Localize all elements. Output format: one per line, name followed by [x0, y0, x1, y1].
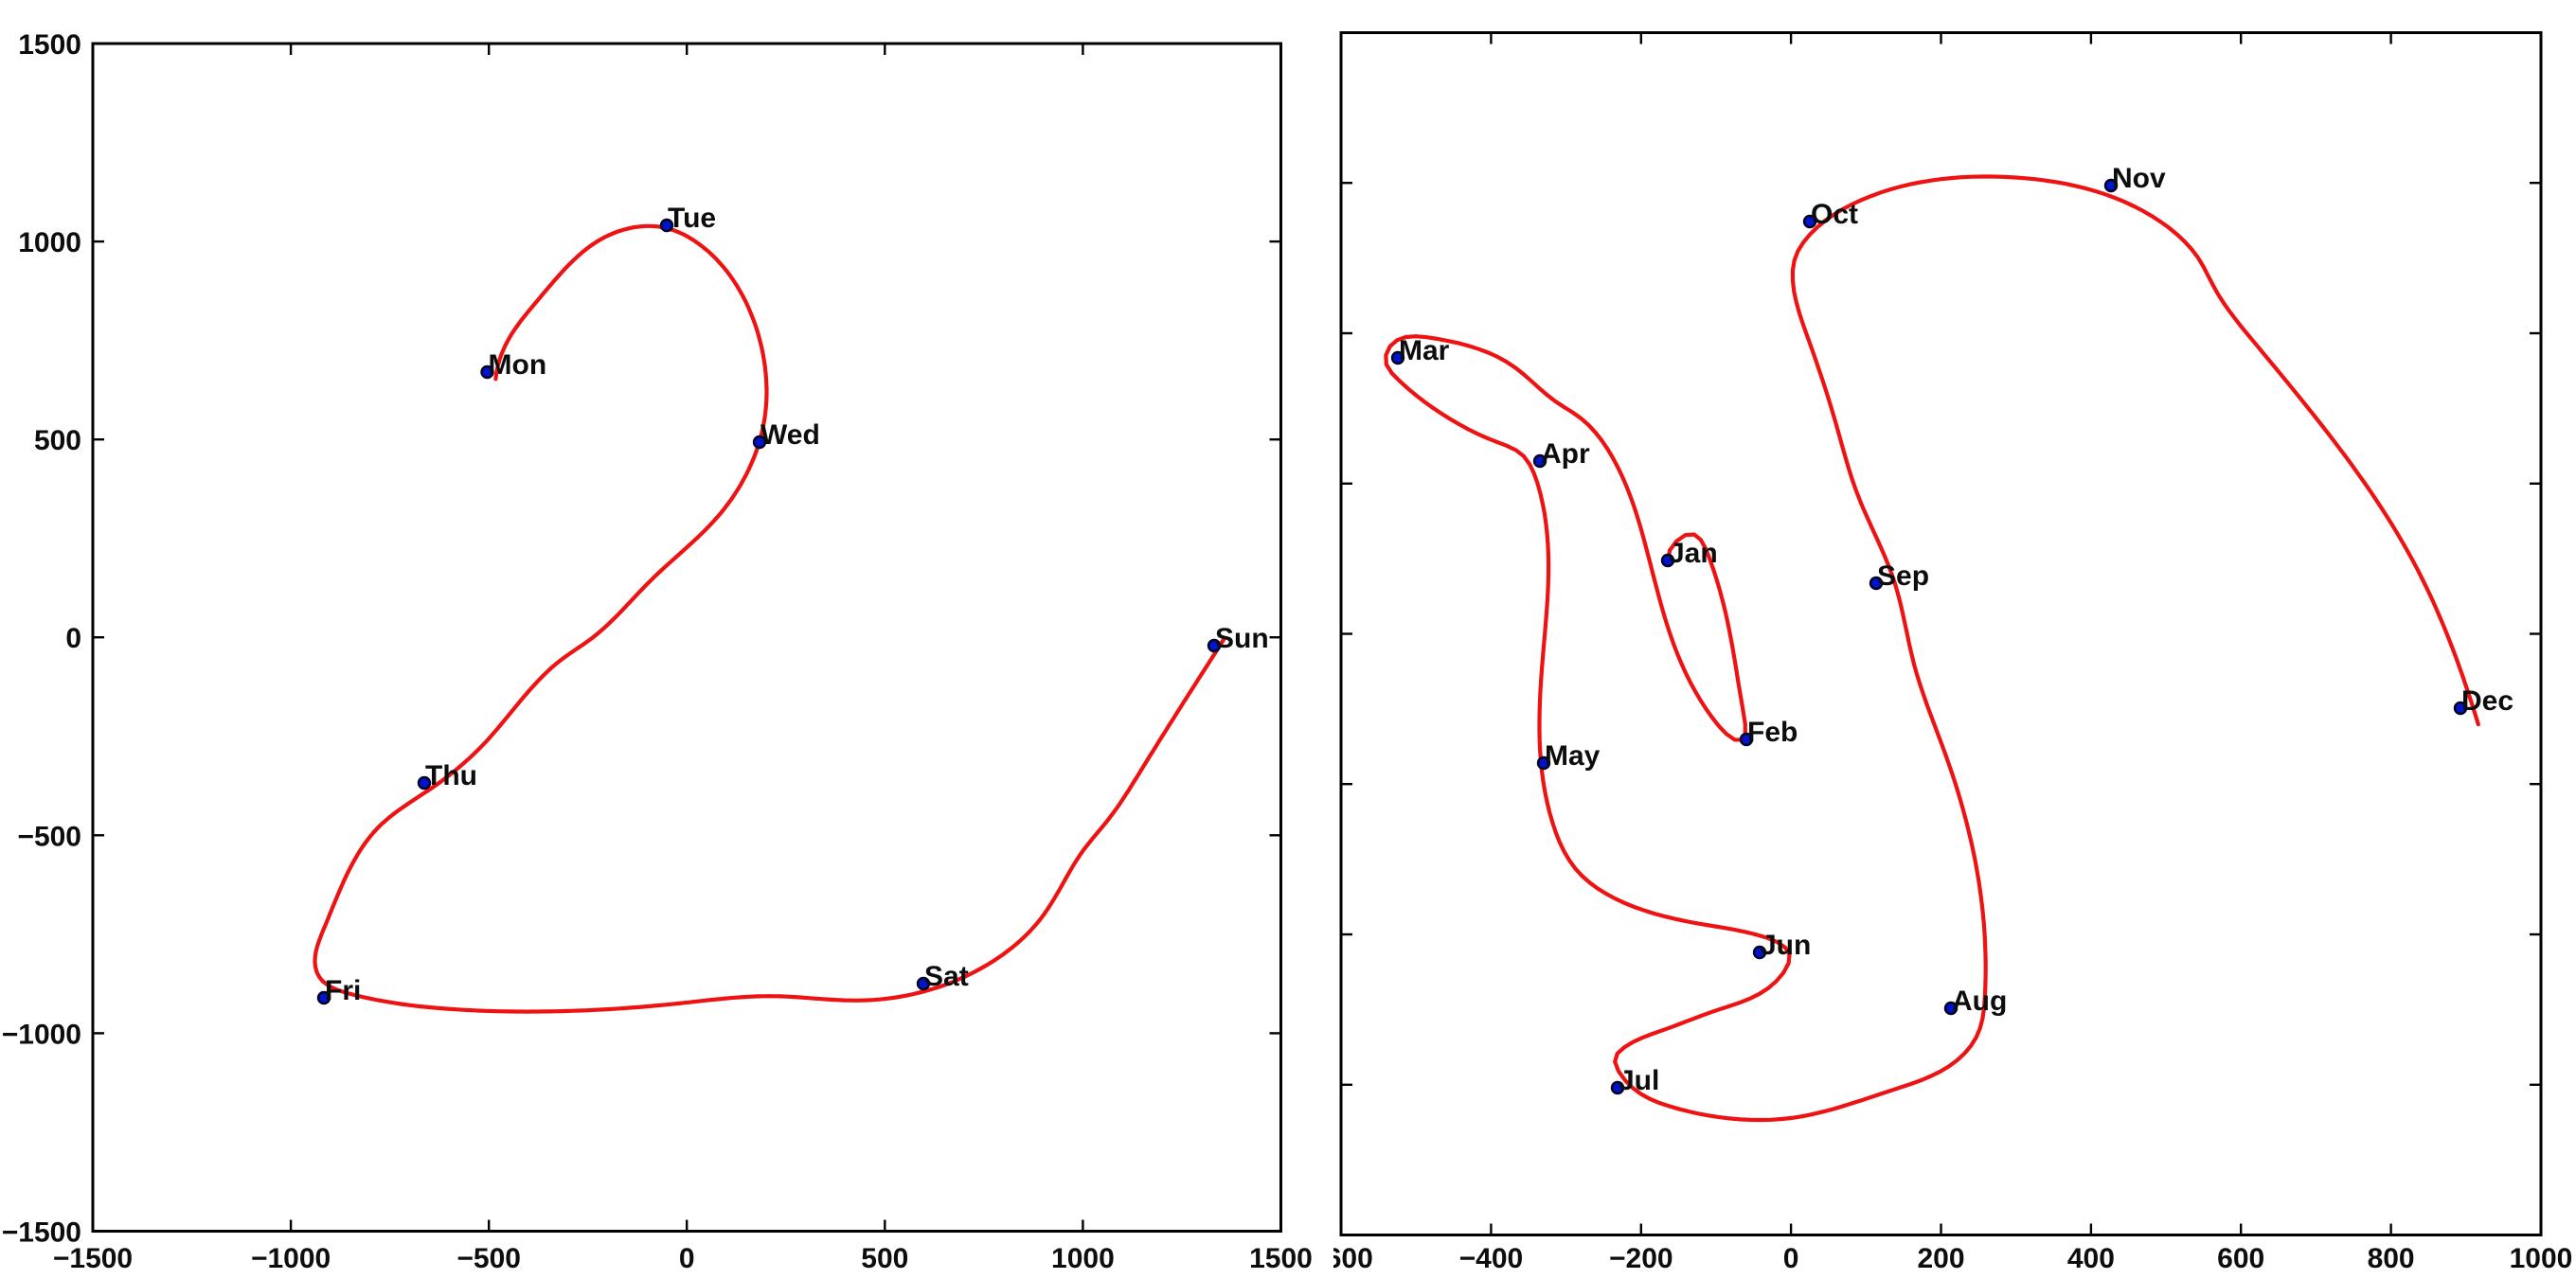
svg-text:500: 500 — [34, 425, 81, 456]
svg-text:Aug: Aug — [1952, 986, 2007, 1017]
svg-text:−200: −200 — [1609, 1243, 1673, 1274]
svg-text:800: 800 — [2368, 1243, 2415, 1274]
svg-text:1000: 1000 — [2510, 1243, 2573, 1274]
svg-text:Mar: Mar — [1399, 335, 1450, 366]
svg-text:Fri: Fri — [325, 975, 361, 1006]
svg-text:−500: −500 — [456, 1243, 521, 1274]
svg-text:May: May — [1545, 740, 1601, 772]
svg-text:0: 0 — [679, 1243, 695, 1274]
svg-text:200: 200 — [1917, 1243, 1964, 1274]
svg-text:600: 600 — [2217, 1243, 2264, 1274]
svg-text:Mon: Mon — [489, 349, 547, 381]
svg-text:−1000: −1000 — [2, 1019, 81, 1050]
svg-text:1000: 1000 — [18, 227, 81, 258]
svg-text:0: 0 — [65, 623, 81, 654]
svg-text:−1500: −1500 — [2, 1217, 81, 1249]
svg-text:Jun: Jun — [1761, 930, 1811, 961]
svg-text:Jul: Jul — [1619, 1065, 1659, 1096]
svg-text:1000: 1000 — [1051, 1243, 1115, 1274]
svg-text:Apr: Apr — [1541, 438, 1590, 470]
svg-text:Wed: Wed — [760, 419, 820, 451]
svg-text:Sat: Sat — [924, 961, 969, 992]
svg-text:Dec: Dec — [2461, 685, 2513, 717]
svg-text:−1500: −1500 — [53, 1243, 133, 1274]
svg-text:1500: 1500 — [18, 29, 81, 61]
svg-text:Sep: Sep — [1877, 560, 1929, 592]
svg-text:Feb: Feb — [1747, 717, 1798, 748]
svg-text:Tue: Tue — [668, 203, 716, 234]
svg-text:−600: −600 — [1309, 1243, 1373, 1274]
svg-text:500: 500 — [861, 1243, 908, 1274]
svg-text:−500: −500 — [17, 821, 81, 852]
svg-text:400: 400 — [2067, 1243, 2115, 1274]
svg-text:Jan: Jan — [1669, 538, 1718, 569]
svg-text:−1000: −1000 — [251, 1243, 331, 1274]
svg-text:Oct: Oct — [1811, 199, 1858, 230]
svg-text:Nov: Nov — [2112, 163, 2166, 194]
svg-text:Sun: Sun — [1215, 623, 1269, 654]
svg-text:0: 0 — [1783, 1243, 1799, 1274]
svg-text:−400: −400 — [1459, 1243, 1524, 1274]
svg-text:1500: 1500 — [1249, 1243, 1313, 1274]
svg-text:Thu: Thu — [425, 760, 477, 791]
